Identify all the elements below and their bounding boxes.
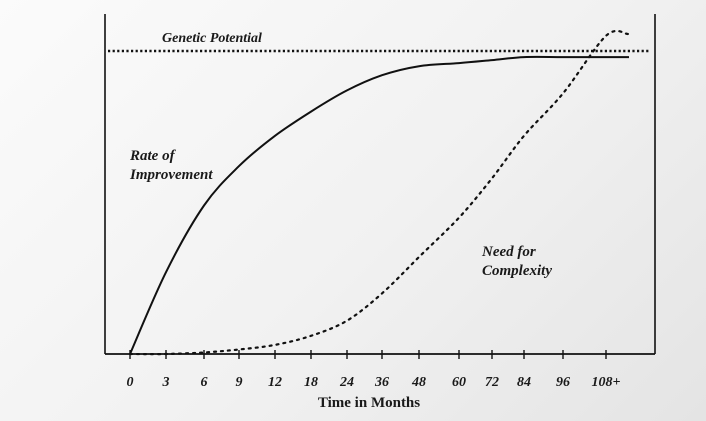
labels: Genetic Potential Time in Months Rate of Im… — [129, 31, 552, 411]
x-tick-label: 48 — [411, 375, 426, 390]
x-tick-label: 36 — [374, 375, 389, 390]
axes — [104, 14, 656, 355]
x-tick-label: 18 — [304, 375, 318, 390]
x-tick-label: 0 — [127, 375, 134, 390]
x-ticks: 0 3 6 9 12 18 24 36 48 60 72 84 96 108+ — [127, 350, 621, 390]
x-tick-label: 72 — [485, 375, 499, 390]
series-label: Need for — [481, 244, 536, 260]
x-tick-label: 96 — [556, 375, 570, 390]
x-axis-title: Time in Months — [318, 395, 420, 411]
series-label: Improvement — [129, 167, 213, 183]
x-tick-label: 12 — [268, 375, 282, 390]
x-tick-label: 3 — [162, 375, 170, 390]
x-tick-label: 6 — [201, 375, 208, 390]
series-label: Rate of — [129, 148, 177, 164]
need-for-complexity-line — [128, 29, 630, 356]
rate-of-improvement-line — [129, 55, 629, 355]
series-label: Complexity — [482, 263, 552, 279]
x-tick-label: 9 — [236, 375, 243, 390]
x-tick-label: 60 — [452, 375, 466, 390]
x-tick-label: 84 — [517, 375, 531, 390]
genetic-potential-label: Genetic Potential — [162, 31, 262, 46]
series-layer — [128, 29, 630, 356]
x-tick-label: 24 — [339, 375, 354, 390]
x-tick-label: 108+ — [592, 375, 621, 390]
